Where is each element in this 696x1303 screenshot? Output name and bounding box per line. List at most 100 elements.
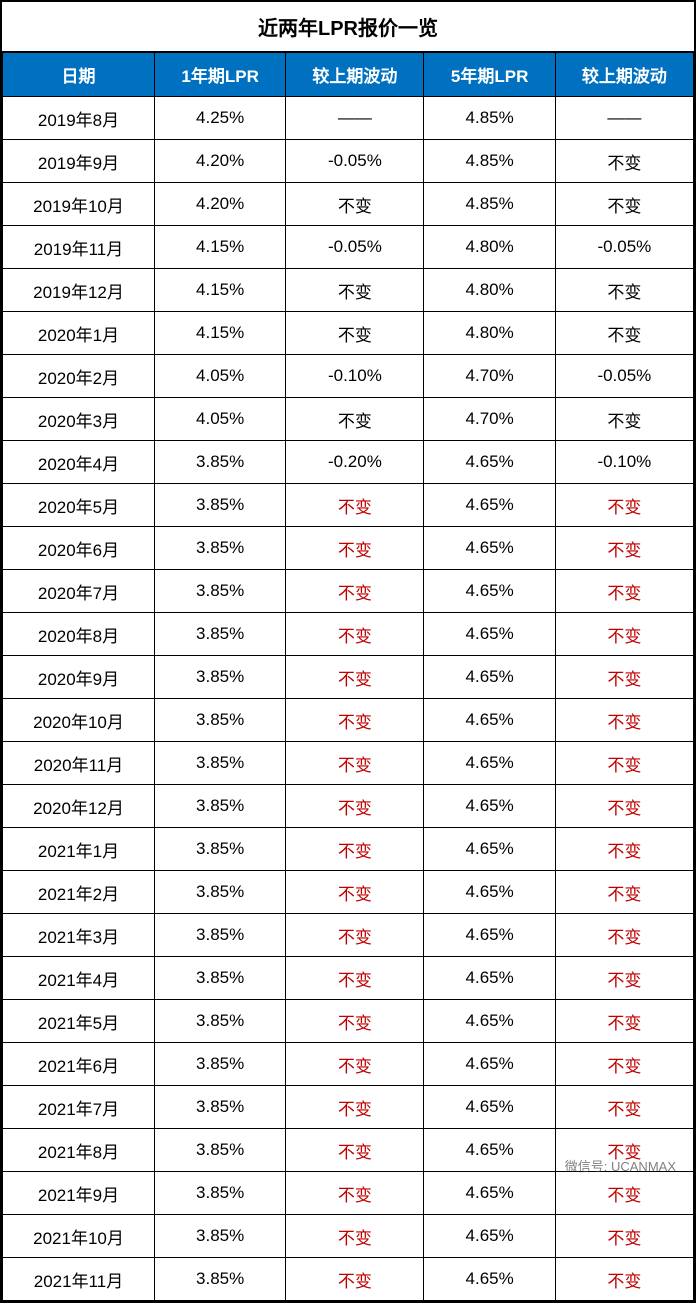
cell-lpr1: 3.85% xyxy=(155,957,286,1000)
cell-lpr5: 4.65% xyxy=(424,527,555,570)
cell-lpr1: 3.85% xyxy=(155,1258,286,1301)
cell-lpr5: 4.65% xyxy=(424,1000,555,1043)
cell-lpr1: 3.85% xyxy=(155,1215,286,1258)
table-title: 近两年LPR报价一览 xyxy=(2,2,694,52)
cell-lpr5: 4.65% xyxy=(424,828,555,871)
cell-change1: 不变 xyxy=(286,1215,424,1258)
cell-change1: 不变 xyxy=(286,871,424,914)
table-row: 2020年8月3.85%不变4.65%不变 xyxy=(3,613,694,656)
table-row: 2020年1月4.15%不变4.80%不变 xyxy=(3,312,694,355)
cell-lpr1: 3.85% xyxy=(155,613,286,656)
cell-change5: 不变 xyxy=(555,1258,693,1301)
cell-change1: 不变 xyxy=(286,828,424,871)
cell-lpr1: 4.05% xyxy=(155,355,286,398)
cell-date: 2020年8月 xyxy=(3,613,155,656)
cell-lpr5: 4.65% xyxy=(424,914,555,957)
cell-lpr1: 3.85% xyxy=(155,1129,286,1172)
cell-lpr1: 3.85% xyxy=(155,570,286,613)
cell-change1: 不变 xyxy=(286,1172,424,1215)
header-date: 日期 xyxy=(3,53,155,97)
cell-lpr5: 4.65% xyxy=(424,957,555,1000)
table-row: 2021年1月3.85%不变4.65%不变 xyxy=(3,828,694,871)
cell-change1: 不变 xyxy=(286,183,424,226)
cell-lpr5: 4.85% xyxy=(424,140,555,183)
cell-change5: 不变 xyxy=(555,183,693,226)
cell-change1: 不变 xyxy=(286,570,424,613)
table-body: 2019年8月4.25%——4.85%——2019年9月4.20%-0.05%4… xyxy=(3,97,694,1301)
cell-change5: 不变 xyxy=(555,828,693,871)
cell-change5: -0.10% xyxy=(555,441,693,484)
cell-date: 2020年1月 xyxy=(3,312,155,355)
cell-change1: 不变 xyxy=(286,785,424,828)
table-row: 2021年4月3.85%不变4.65%不变 xyxy=(3,957,694,1000)
cell-change1: 不变 xyxy=(286,699,424,742)
cell-change5: —— xyxy=(555,97,693,140)
cell-date: 2021年2月 xyxy=(3,871,155,914)
cell-date: 2021年7月 xyxy=(3,1086,155,1129)
table-row: 2021年11月3.85%不变4.65%不变 xyxy=(3,1258,694,1301)
cell-date: 2019年9月 xyxy=(3,140,155,183)
cell-lpr1: 3.85% xyxy=(155,1172,286,1215)
cell-change1: 不变 xyxy=(286,269,424,312)
cell-change5: 不变 xyxy=(555,398,693,441)
cell-date: 2020年10月 xyxy=(3,699,155,742)
table-row: 2020年12月3.85%不变4.65%不变 xyxy=(3,785,694,828)
cell-lpr1: 3.85% xyxy=(155,484,286,527)
table-row: 2019年12月4.15%不变4.80%不变 xyxy=(3,269,694,312)
cell-lpr5: 4.65% xyxy=(424,1258,555,1301)
cell-change5: 不变 xyxy=(555,785,693,828)
cell-date: 2019年11月 xyxy=(3,226,155,269)
cell-change5: 不变 xyxy=(555,957,693,1000)
cell-lpr5: 4.65% xyxy=(424,441,555,484)
cell-lpr1: 3.85% xyxy=(155,914,286,957)
cell-date: 2020年4月 xyxy=(3,441,155,484)
cell-lpr5: 4.65% xyxy=(424,613,555,656)
cell-change1: -0.10% xyxy=(286,355,424,398)
cell-change5: 不变 xyxy=(555,140,693,183)
cell-change5: 不变 xyxy=(555,1000,693,1043)
cell-change1: 不变 xyxy=(286,527,424,570)
cell-lpr1: 3.85% xyxy=(155,1043,286,1086)
table-row: 2021年2月3.85%不变4.65%不变 xyxy=(3,871,694,914)
cell-date: 2020年9月 xyxy=(3,656,155,699)
cell-date: 2020年2月 xyxy=(3,355,155,398)
cell-date: 2020年7月 xyxy=(3,570,155,613)
cell-lpr1: 4.15% xyxy=(155,269,286,312)
cell-lpr5: 4.65% xyxy=(424,484,555,527)
cell-change5: 不变 xyxy=(555,871,693,914)
cell-change5: 不变 xyxy=(555,484,693,527)
table-row: 2021年3月3.85%不变4.65%不变 xyxy=(3,914,694,957)
cell-change5: 不变 xyxy=(555,527,693,570)
cell-date: 2021年1月 xyxy=(3,828,155,871)
cell-change1: -0.20% xyxy=(286,441,424,484)
cell-lpr1: 3.85% xyxy=(155,527,286,570)
table-row: 2021年5月3.85%不变4.65%不变 xyxy=(3,1000,694,1043)
cell-change5: 不变 xyxy=(555,742,693,785)
cell-lpr5: 4.65% xyxy=(424,742,555,785)
cell-change5: -0.05% xyxy=(555,355,693,398)
cell-lpr1: 3.85% xyxy=(155,828,286,871)
cell-change1: 不变 xyxy=(286,656,424,699)
table-row: 2020年7月3.85%不变4.65%不变 xyxy=(3,570,694,613)
cell-lpr5: 4.65% xyxy=(424,1215,555,1258)
cell-lpr5: 4.65% xyxy=(424,1129,555,1172)
cell-date: 2020年5月 xyxy=(3,484,155,527)
cell-change1: 不变 xyxy=(286,484,424,527)
cell-change1: 不变 xyxy=(286,1086,424,1129)
cell-change1: 不变 xyxy=(286,398,424,441)
cell-lpr1: 3.85% xyxy=(155,656,286,699)
cell-lpr5: 4.70% xyxy=(424,398,555,441)
cell-change5: 不变 xyxy=(555,1043,693,1086)
cell-change5: -0.05% xyxy=(555,226,693,269)
cell-change1: 不变 xyxy=(286,957,424,1000)
cell-lpr5: 4.85% xyxy=(424,183,555,226)
cell-lpr1: 3.85% xyxy=(155,699,286,742)
table-row: 2020年6月3.85%不变4.65%不变 xyxy=(3,527,694,570)
cell-lpr1: 4.20% xyxy=(155,183,286,226)
cell-change5: 不变 xyxy=(555,1129,693,1172)
cell-date: 2021年11月 xyxy=(3,1258,155,1301)
cell-change1: 不变 xyxy=(286,312,424,355)
lpr-table-container: 近两年LPR报价一览 日期 1年期LPR 较上期波动 5年期LPR 较上期波动 … xyxy=(0,0,696,1303)
cell-change1: 不变 xyxy=(286,1129,424,1172)
header-lpr5: 5年期LPR xyxy=(424,53,555,97)
